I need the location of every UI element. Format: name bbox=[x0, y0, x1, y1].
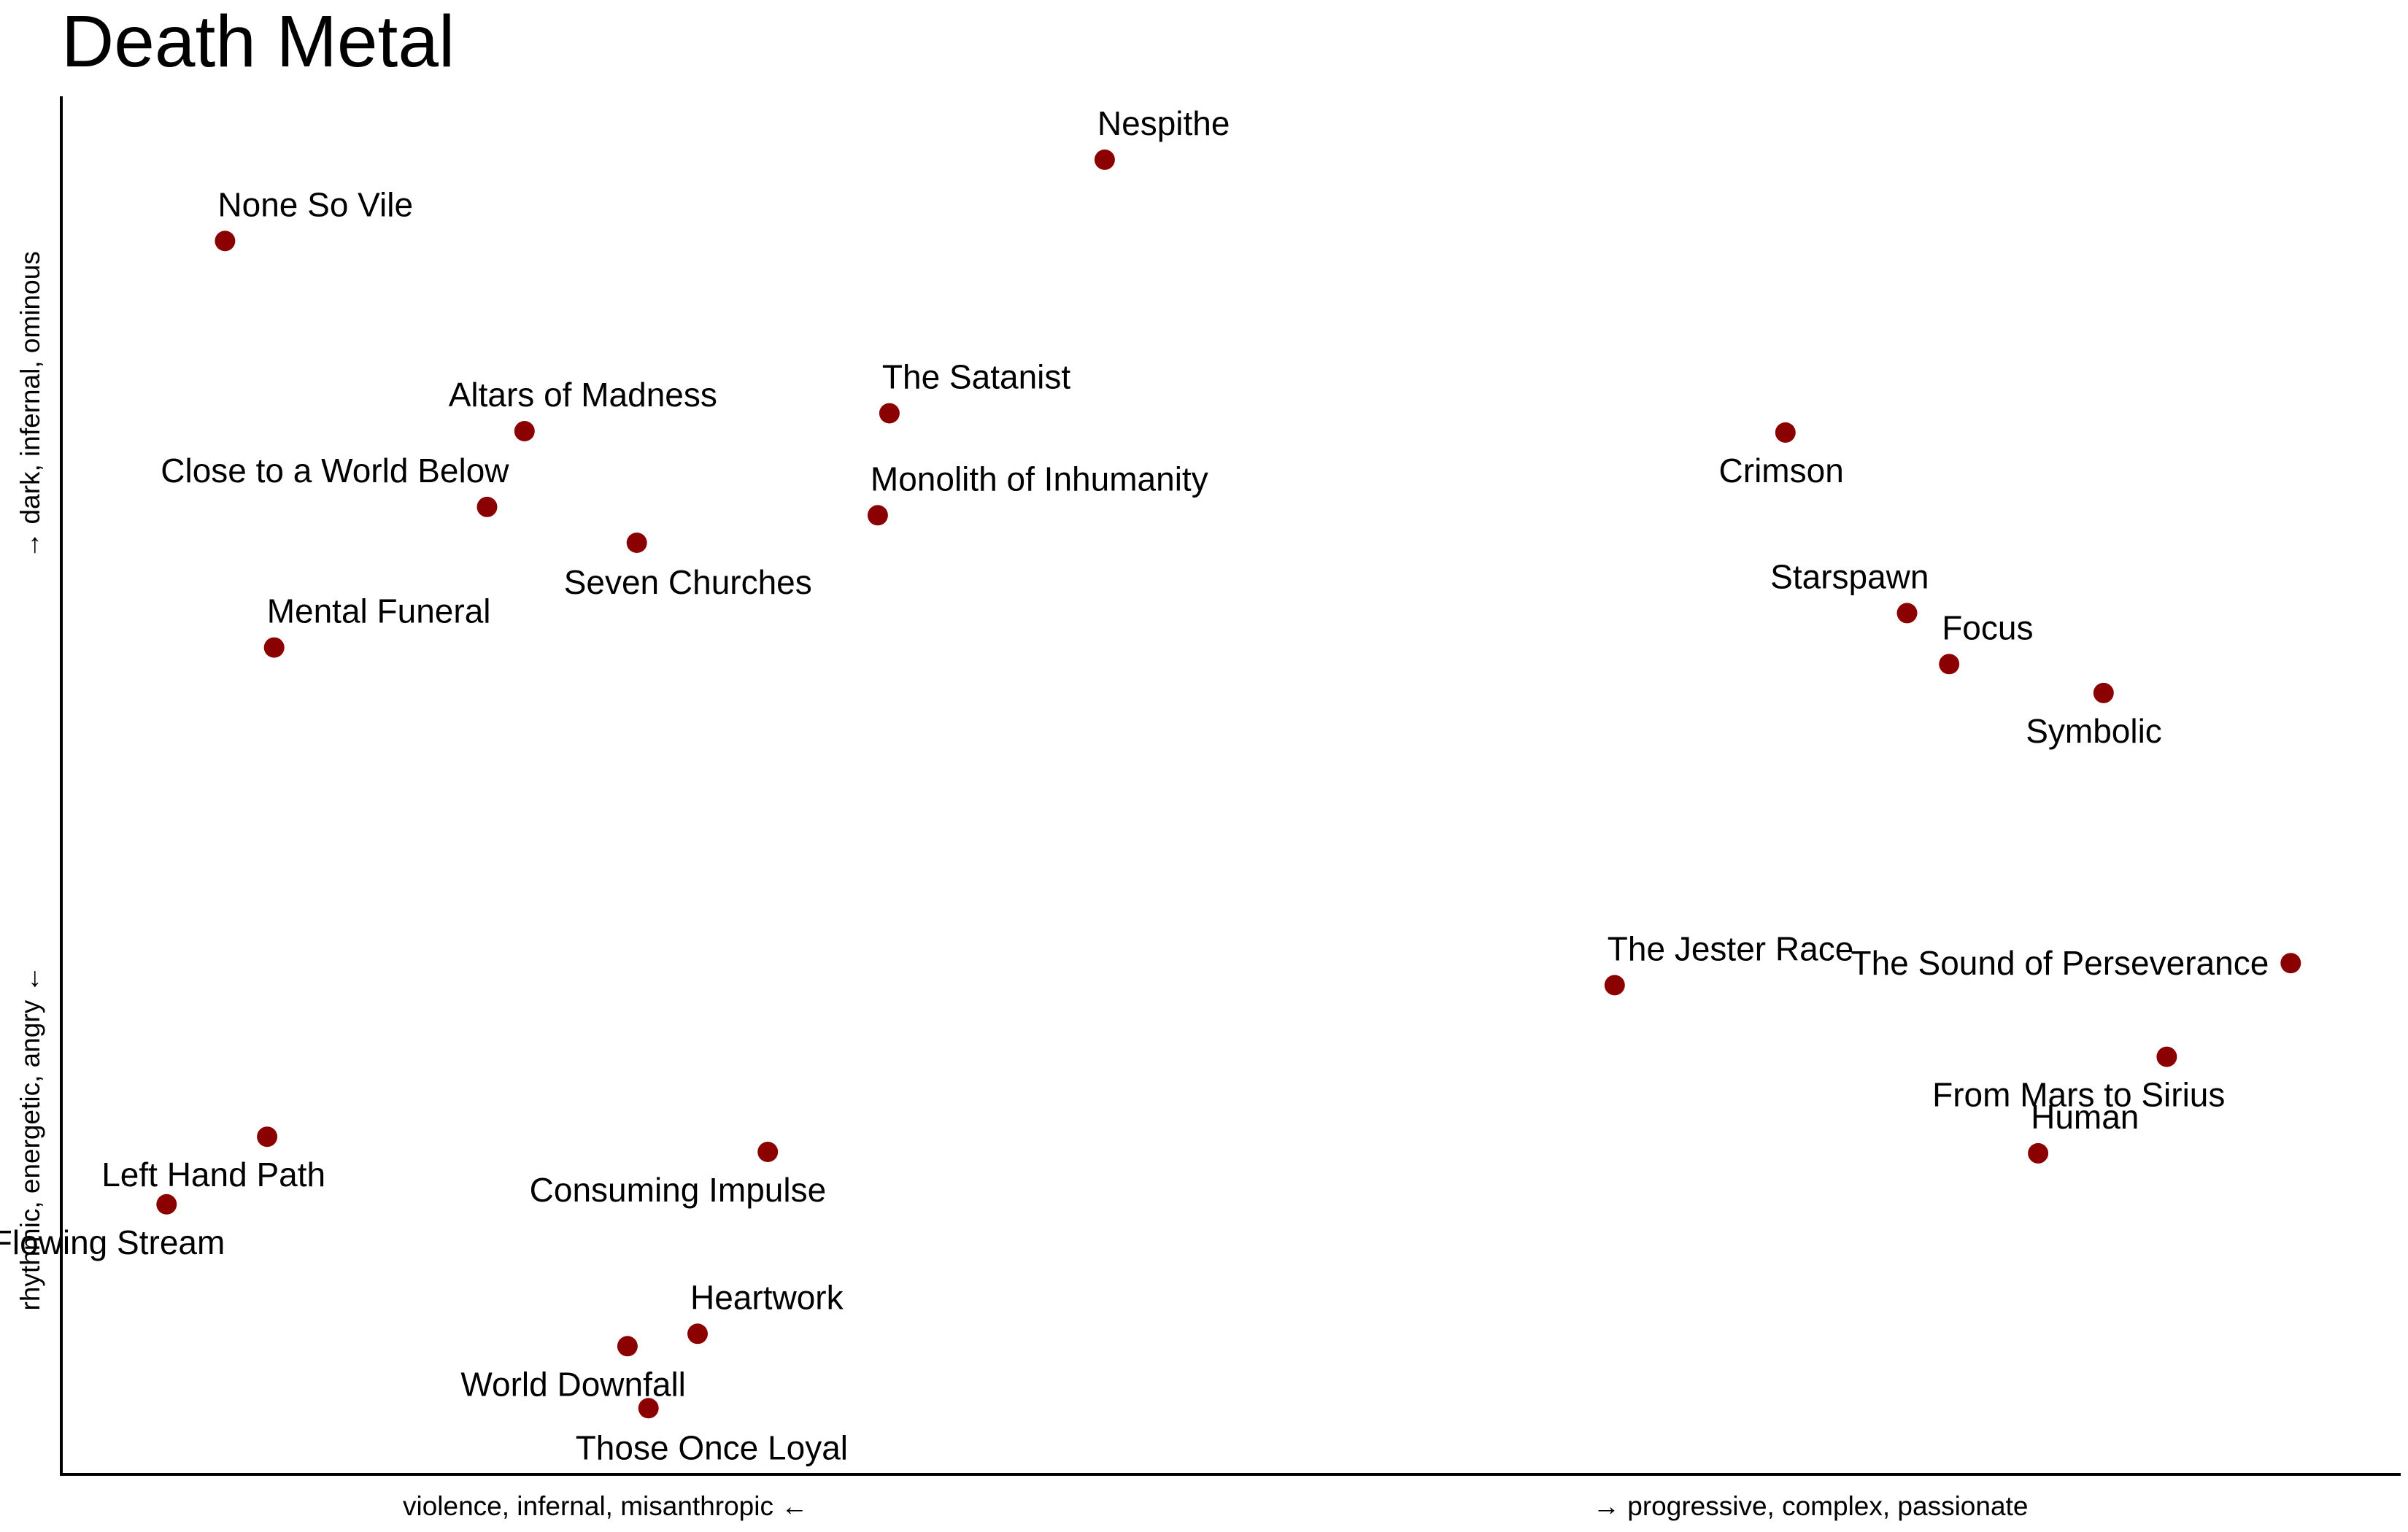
point-label: Focus bbox=[1942, 608, 2033, 646]
point-label: Mental Funeral bbox=[267, 592, 491, 630]
point-label: None So Vile bbox=[217, 185, 413, 223]
scatter-point bbox=[757, 1142, 779, 1162]
scatter-point bbox=[626, 533, 647, 553]
point-label: From Mars to Sirius bbox=[1932, 1076, 2225, 1114]
scatter-point bbox=[1604, 975, 1625, 996]
scatter-point bbox=[476, 496, 498, 517]
scatter-point bbox=[617, 1336, 638, 1357]
point-label: The Satanist bbox=[882, 358, 1070, 396]
scatter-point bbox=[879, 403, 900, 424]
scatter-point bbox=[2156, 1046, 2177, 1067]
chart-title: Death Metal bbox=[61, 1, 455, 82]
scatter-point bbox=[687, 1323, 708, 1345]
y-axis-label-top: → dark, infernal, ominous bbox=[15, 251, 45, 559]
scatter-point bbox=[215, 231, 236, 252]
scatter-point bbox=[1775, 422, 1796, 443]
point-label: Like an Ever Flowing Stream bbox=[0, 1223, 225, 1261]
x-axis-label-left: violence, infernal, misanthropic ← bbox=[403, 1491, 808, 1521]
point-label: Nespithe bbox=[1097, 104, 1230, 142]
point-label: Heartwork bbox=[690, 1278, 844, 1316]
point-label: Monolith of Inhumanity bbox=[871, 460, 1208, 498]
scatter-point bbox=[1896, 603, 1918, 624]
point-label: The Jester Race bbox=[1608, 929, 1853, 967]
y-axis-label-bottom: rhythmic, energetic, angry ← bbox=[15, 966, 45, 1311]
points-layer: Nespithe None So Vile Altars of Madness The… bbox=[0, 104, 2301, 1466]
scatter-point bbox=[514, 421, 535, 441]
scatter-point bbox=[867, 505, 888, 526]
scatter-point bbox=[1094, 149, 1115, 170]
point-label: Human bbox=[2031, 1098, 2139, 1136]
point-label: The Sound of Perseverance bbox=[1851, 944, 2269, 982]
point-label: Left Hand Path bbox=[101, 1156, 325, 1194]
point-label: World Downfall bbox=[460, 1365, 685, 1403]
point-label: Altars of Madness bbox=[449, 376, 717, 414]
scatter-point bbox=[1939, 654, 1960, 675]
point-label: Close to a World Below bbox=[161, 452, 509, 490]
point-label: Crimson bbox=[1719, 452, 1844, 490]
scatter-point bbox=[2093, 682, 2114, 703]
scatter-point bbox=[638, 1398, 659, 1419]
scatter-point bbox=[2028, 1142, 2049, 1164]
point-label: Symbolic bbox=[2026, 712, 2162, 750]
scatter-point bbox=[257, 1126, 278, 1148]
scatter-point bbox=[2280, 953, 2301, 974]
point-label: Consuming Impulse bbox=[530, 1171, 827, 1209]
scatter-point bbox=[156, 1194, 177, 1215]
point-label: Those Once Loyal bbox=[576, 1428, 848, 1466]
point-label: Seven Churches bbox=[564, 563, 812, 601]
scatter-point bbox=[263, 637, 285, 658]
point-label: Starspawn bbox=[1770, 557, 1929, 595]
x-axis-label-right: → progressive, complex, passionate bbox=[1593, 1491, 2028, 1521]
